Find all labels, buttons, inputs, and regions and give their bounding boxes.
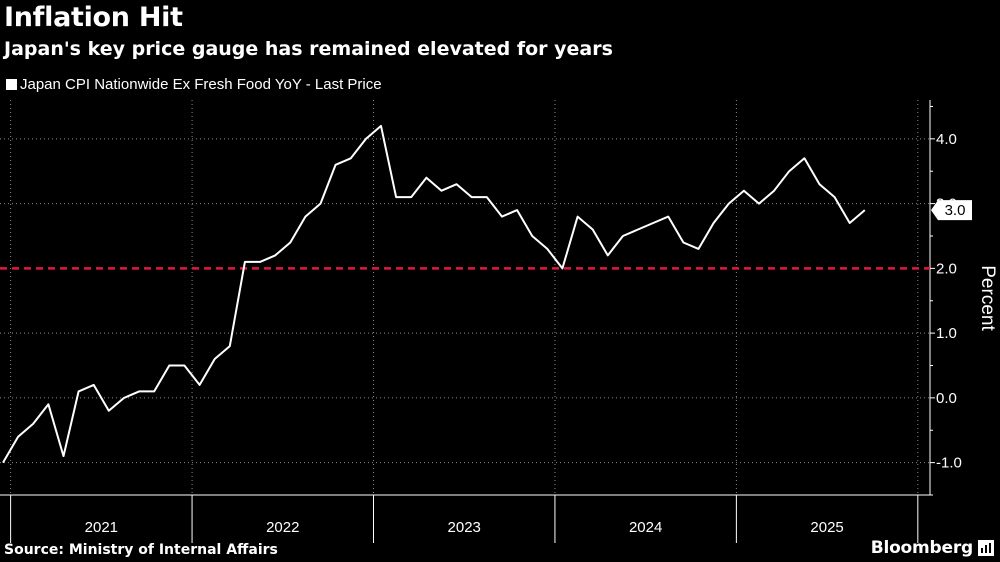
chart-legend: Japan CPI Nationwide Ex Fresh Food YoY -… [6,76,382,93]
brand-name: Bloomberg [870,538,974,558]
series-line-cpi [2,124,866,464]
y-tick-label: 2.0 [936,260,957,277]
y-tick-label: 1.0 [936,325,957,342]
x-tick-label: 2024 [629,519,662,536]
y-axis-title: Percent [977,265,998,331]
y-tick-label: 0.0 [936,390,957,407]
bloomberg-icon [978,540,994,556]
x-tick-label: 2021 [85,519,118,536]
x-tick-label: 2023 [448,519,481,536]
y-tick-label: -1.0 [936,455,962,472]
x-tick-label: 2022 [266,519,299,536]
legend-label: Japan CPI Nationwide Ex Fresh Food YoY -… [20,76,382,93]
legend-swatch [6,79,17,90]
last-value-label: 3.0 [945,202,966,219]
brand-logo: Bloomberg [871,538,994,558]
chart-title: Inflation Hit [4,2,183,33]
last-value-badge [931,200,972,221]
source-note: Source: Ministry of Internal Affairs [4,542,278,558]
y-tick-label: 4.0 [936,131,957,148]
x-tick-label: 2025 [810,519,843,536]
chart-subtitle: Japan's key price gauge has remained ele… [4,38,613,60]
